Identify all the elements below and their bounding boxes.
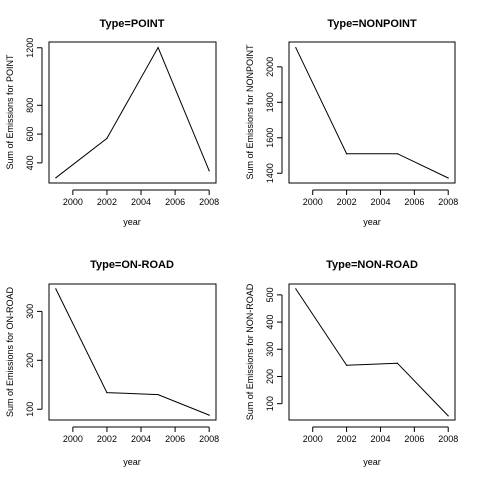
data-point — [295, 288, 297, 290]
x-tick-label: 2004 — [131, 197, 151, 207]
x-tick-label: 2000 — [303, 434, 323, 444]
data-point — [396, 153, 399, 155]
series-line — [55, 288, 210, 416]
y-axis-label: Sum of Emissions for POINT — [5, 54, 15, 170]
chart-panel-3: Type=ON-ROAD 2000 2002 2004 2006 2008 100 200 30… — [5, 259, 219, 467]
plot-frame — [48, 41, 217, 184]
x-axis-label: year — [123, 217, 141, 227]
x-tick-label: 2000 — [63, 197, 83, 207]
x-tick-label: 2004 — [131, 434, 151, 444]
x-tick-label: 2006 — [165, 434, 185, 444]
chart-panel-2: Type=NONPOINT 2000 2002 2004 2006 2008 1400 160… — [245, 18, 458, 227]
data-point — [208, 414, 210, 416]
y-axis-label: Sum of Emissions for NON-ROAD — [245, 283, 255, 420]
x-tick-label: 2004 — [370, 434, 390, 444]
x-tick-label: 2004 — [370, 197, 390, 207]
y-tick-label: 200 — [25, 353, 35, 368]
y-tick-label: 300 — [265, 342, 275, 357]
y-tick-label: 200 — [265, 369, 275, 384]
y-tick-label: 1600 — [265, 128, 275, 148]
data-point — [157, 393, 159, 396]
y-tick-label: 300 — [25, 304, 35, 319]
y-tick-label: 400 — [25, 155, 35, 170]
data-point — [447, 415, 449, 417]
data-point — [345, 364, 348, 366]
x-axis-label: year — [363, 457, 381, 467]
data-point — [106, 137, 108, 139]
y-axis-label: Sum of Emissions for ON-ROAD — [5, 286, 15, 417]
y-tick-label: 600 — [25, 127, 35, 142]
chart-title: Type=ON-ROAD — [90, 259, 174, 271]
y-tick-label: 100 — [25, 402, 35, 417]
x-tick-label: 2008 — [438, 434, 458, 444]
y-tick-label: 500 — [265, 287, 275, 302]
y-tick-label: 1200 — [25, 38, 35, 58]
chart-title: Type=POINT — [100, 18, 165, 30]
x-tick-label: 2008 — [199, 434, 219, 444]
x-tick-label: 2002 — [97, 434, 117, 444]
data-point — [106, 392, 108, 394]
data-point — [295, 47, 297, 49]
y-tick-label: 800 — [25, 98, 35, 113]
x-tick-label: 2002 — [337, 197, 357, 207]
x-axis-label: year — [123, 457, 141, 467]
y-tick-label: 2000 — [265, 57, 275, 77]
x-axis-label: year — [363, 217, 381, 227]
plot-frame — [288, 283, 456, 421]
series-line — [295, 288, 449, 417]
chart-title: Type=NONPOINT — [327, 18, 417, 30]
x-tick-label: 2008 — [199, 197, 219, 207]
data-point — [55, 177, 57, 179]
x-tick-label: 2000 — [303, 197, 323, 207]
y-tick-label: 1400 — [265, 163, 275, 183]
x-tick-label: 2006 — [165, 197, 185, 207]
series-line — [55, 46, 210, 179]
chart-panel-4: Type=NON-ROAD 2000 2002 2004 2006 2008 100 200 3… — [245, 259, 458, 467]
x-tick-label: 2006 — [404, 197, 424, 207]
data-point — [55, 288, 57, 290]
data-point — [157, 46, 159, 49]
data-point — [396, 362, 399, 364]
chart-title: Type=NON-ROAD — [326, 259, 418, 271]
series-line — [295, 47, 449, 179]
x-tick-label: 2002 — [337, 434, 357, 444]
plot-frame — [288, 41, 456, 184]
y-tick-label: 100 — [265, 396, 275, 411]
data-point — [345, 153, 348, 155]
data-point — [208, 170, 210, 172]
y-tick-label: 400 — [265, 315, 275, 330]
x-tick-label: 2006 — [404, 434, 424, 444]
x-tick-label: 2000 — [63, 434, 83, 444]
chart-panel-1: Type=POINT 2000 2002 2004 2006 2008 400 600 800 1… — [5, 18, 219, 227]
data-point — [447, 177, 449, 179]
x-tick-label: 2002 — [97, 197, 117, 207]
x-tick-label: 2008 — [438, 197, 458, 207]
y-axis-label: Sum of Emissions for NONPOINT — [245, 44, 255, 180]
plot-frame — [48, 283, 217, 421]
y-tick-label: 1800 — [265, 92, 275, 112]
